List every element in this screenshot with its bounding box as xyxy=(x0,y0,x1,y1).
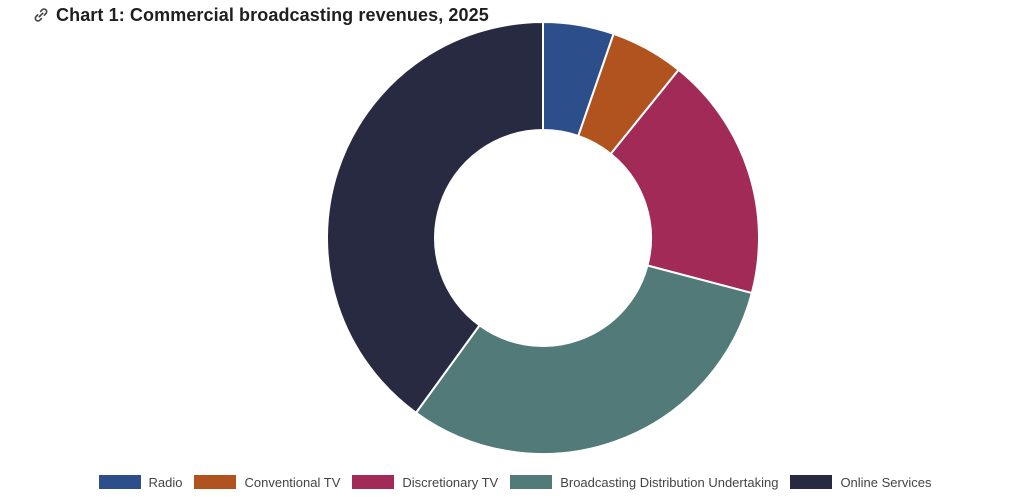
legend-label: Radio xyxy=(148,474,183,490)
legend-label: Broadcasting Distribution Undertaking xyxy=(560,474,779,490)
legend-swatch xyxy=(790,475,833,489)
slice-online-services[interactable] xyxy=(326,20,544,415)
chart-legend: Radio Conventional TV Discretionary TV Broa… xyxy=(0,472,1030,492)
link-icon[interactable] xyxy=(32,6,50,24)
legend-item-broadcasting-distribution-undertaking[interactable]: Broadcasting Distribution Undertaking xyxy=(510,475,778,490)
slice-discretionary-tv[interactable] xyxy=(609,68,760,295)
chart-title: Chart 1: Commercial broadcasting revenue… xyxy=(56,4,489,25)
donut-slices xyxy=(326,20,760,455)
legend-item-discretionary-tv[interactable]: Discretionary TV xyxy=(352,475,498,490)
legend-swatch xyxy=(352,475,395,489)
chart-title-row: Chart 1: Commercial broadcasting revenue… xyxy=(32,2,489,28)
legend-swatch xyxy=(98,475,141,489)
legend-item-radio[interactable]: Radio xyxy=(98,474,183,490)
legend-item-online-services[interactable]: Online Services xyxy=(790,475,931,490)
slice-broadcasting-distribution-undertaking[interactable] xyxy=(414,264,754,455)
legend-swatch xyxy=(194,475,237,489)
legend-label: Discretionary TV xyxy=(402,474,499,490)
legend-label: Online Services xyxy=(840,474,932,490)
donut-chart xyxy=(326,20,760,455)
legend-swatch xyxy=(510,475,553,489)
legend-label: Conventional TV xyxy=(244,474,341,490)
legend-item-conventional-tv[interactable]: Conventional TV xyxy=(194,475,340,490)
